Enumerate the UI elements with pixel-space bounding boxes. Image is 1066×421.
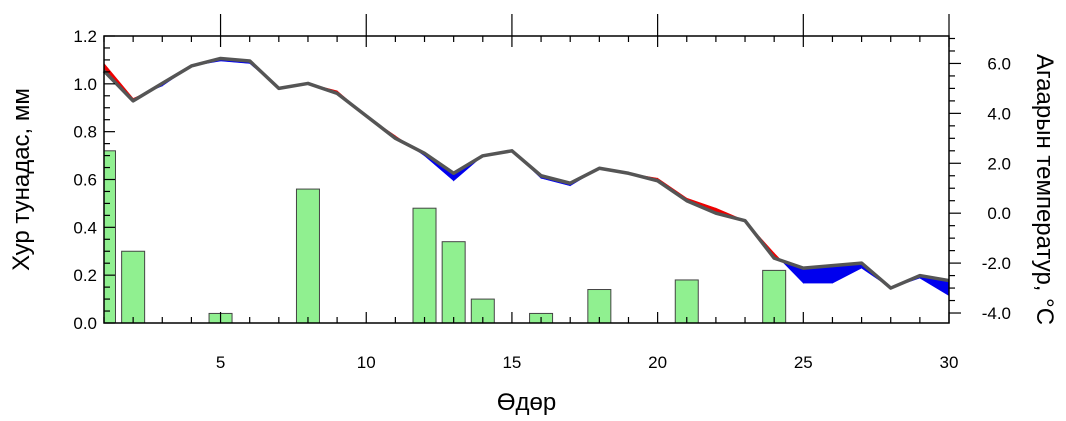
temperature-line-layer (102, 56, 950, 290)
precipitation-bar (295, 188, 320, 324)
x-tick-label: 5 (216, 353, 225, 372)
x-tick-label: 10 (357, 353, 376, 372)
y-left-tick-label: 0.2 (73, 266, 97, 285)
y-right-axis-title: Агаарын температур, °C (1031, 54, 1058, 325)
precipitation-bar (674, 279, 699, 324)
precipitation-bar (441, 241, 466, 324)
y-left-tick-label: 0.0 (73, 314, 97, 333)
y-right-tick-label: 0.0 (987, 204, 1011, 223)
y-right-tick-label: -4.0 (982, 304, 1011, 323)
y-left-axis-title: Хур тунадас, мм (8, 88, 35, 271)
axis-ticks (103, 14, 961, 324)
x-tick-label: 20 (648, 353, 667, 372)
y-right-tick-label: 6.0 (987, 54, 1011, 73)
x-tick-label: 30 (940, 353, 959, 372)
precipitation-bar (103, 150, 116, 324)
y-right-tick-label: 4.0 (987, 104, 1011, 123)
precipitation-bars (103, 150, 787, 324)
x-tick-label: 25 (794, 353, 813, 372)
y-left-tick-label: 0.4 (73, 218, 97, 237)
x-axis-title: Өдөр (497, 389, 556, 416)
x-tick-label: 15 (502, 353, 521, 372)
precipitation-bar (412, 207, 437, 324)
precipitation-bar (762, 269, 787, 324)
temperature-line (102, 56, 950, 290)
y-right-tick-label: 2.0 (987, 154, 1011, 173)
y-left-tick-label: 0.8 (73, 123, 97, 142)
y-left-tick-label: 0.6 (73, 171, 97, 190)
y-right-tick-label: -2.0 (982, 254, 1011, 273)
y-left-tick-label: 1.2 (73, 27, 97, 46)
tick-labels: 5 10 15 20 25 30 0.0 0.2 0.4 0.6 0.8 1.0 1.2 -4.0 -2.0… (73, 27, 1011, 372)
precipitation-bar (121, 250, 146, 324)
y-left-tick-label: 1.0 (73, 75, 97, 94)
temperature-anomaly-fill (103, 58, 950, 297)
